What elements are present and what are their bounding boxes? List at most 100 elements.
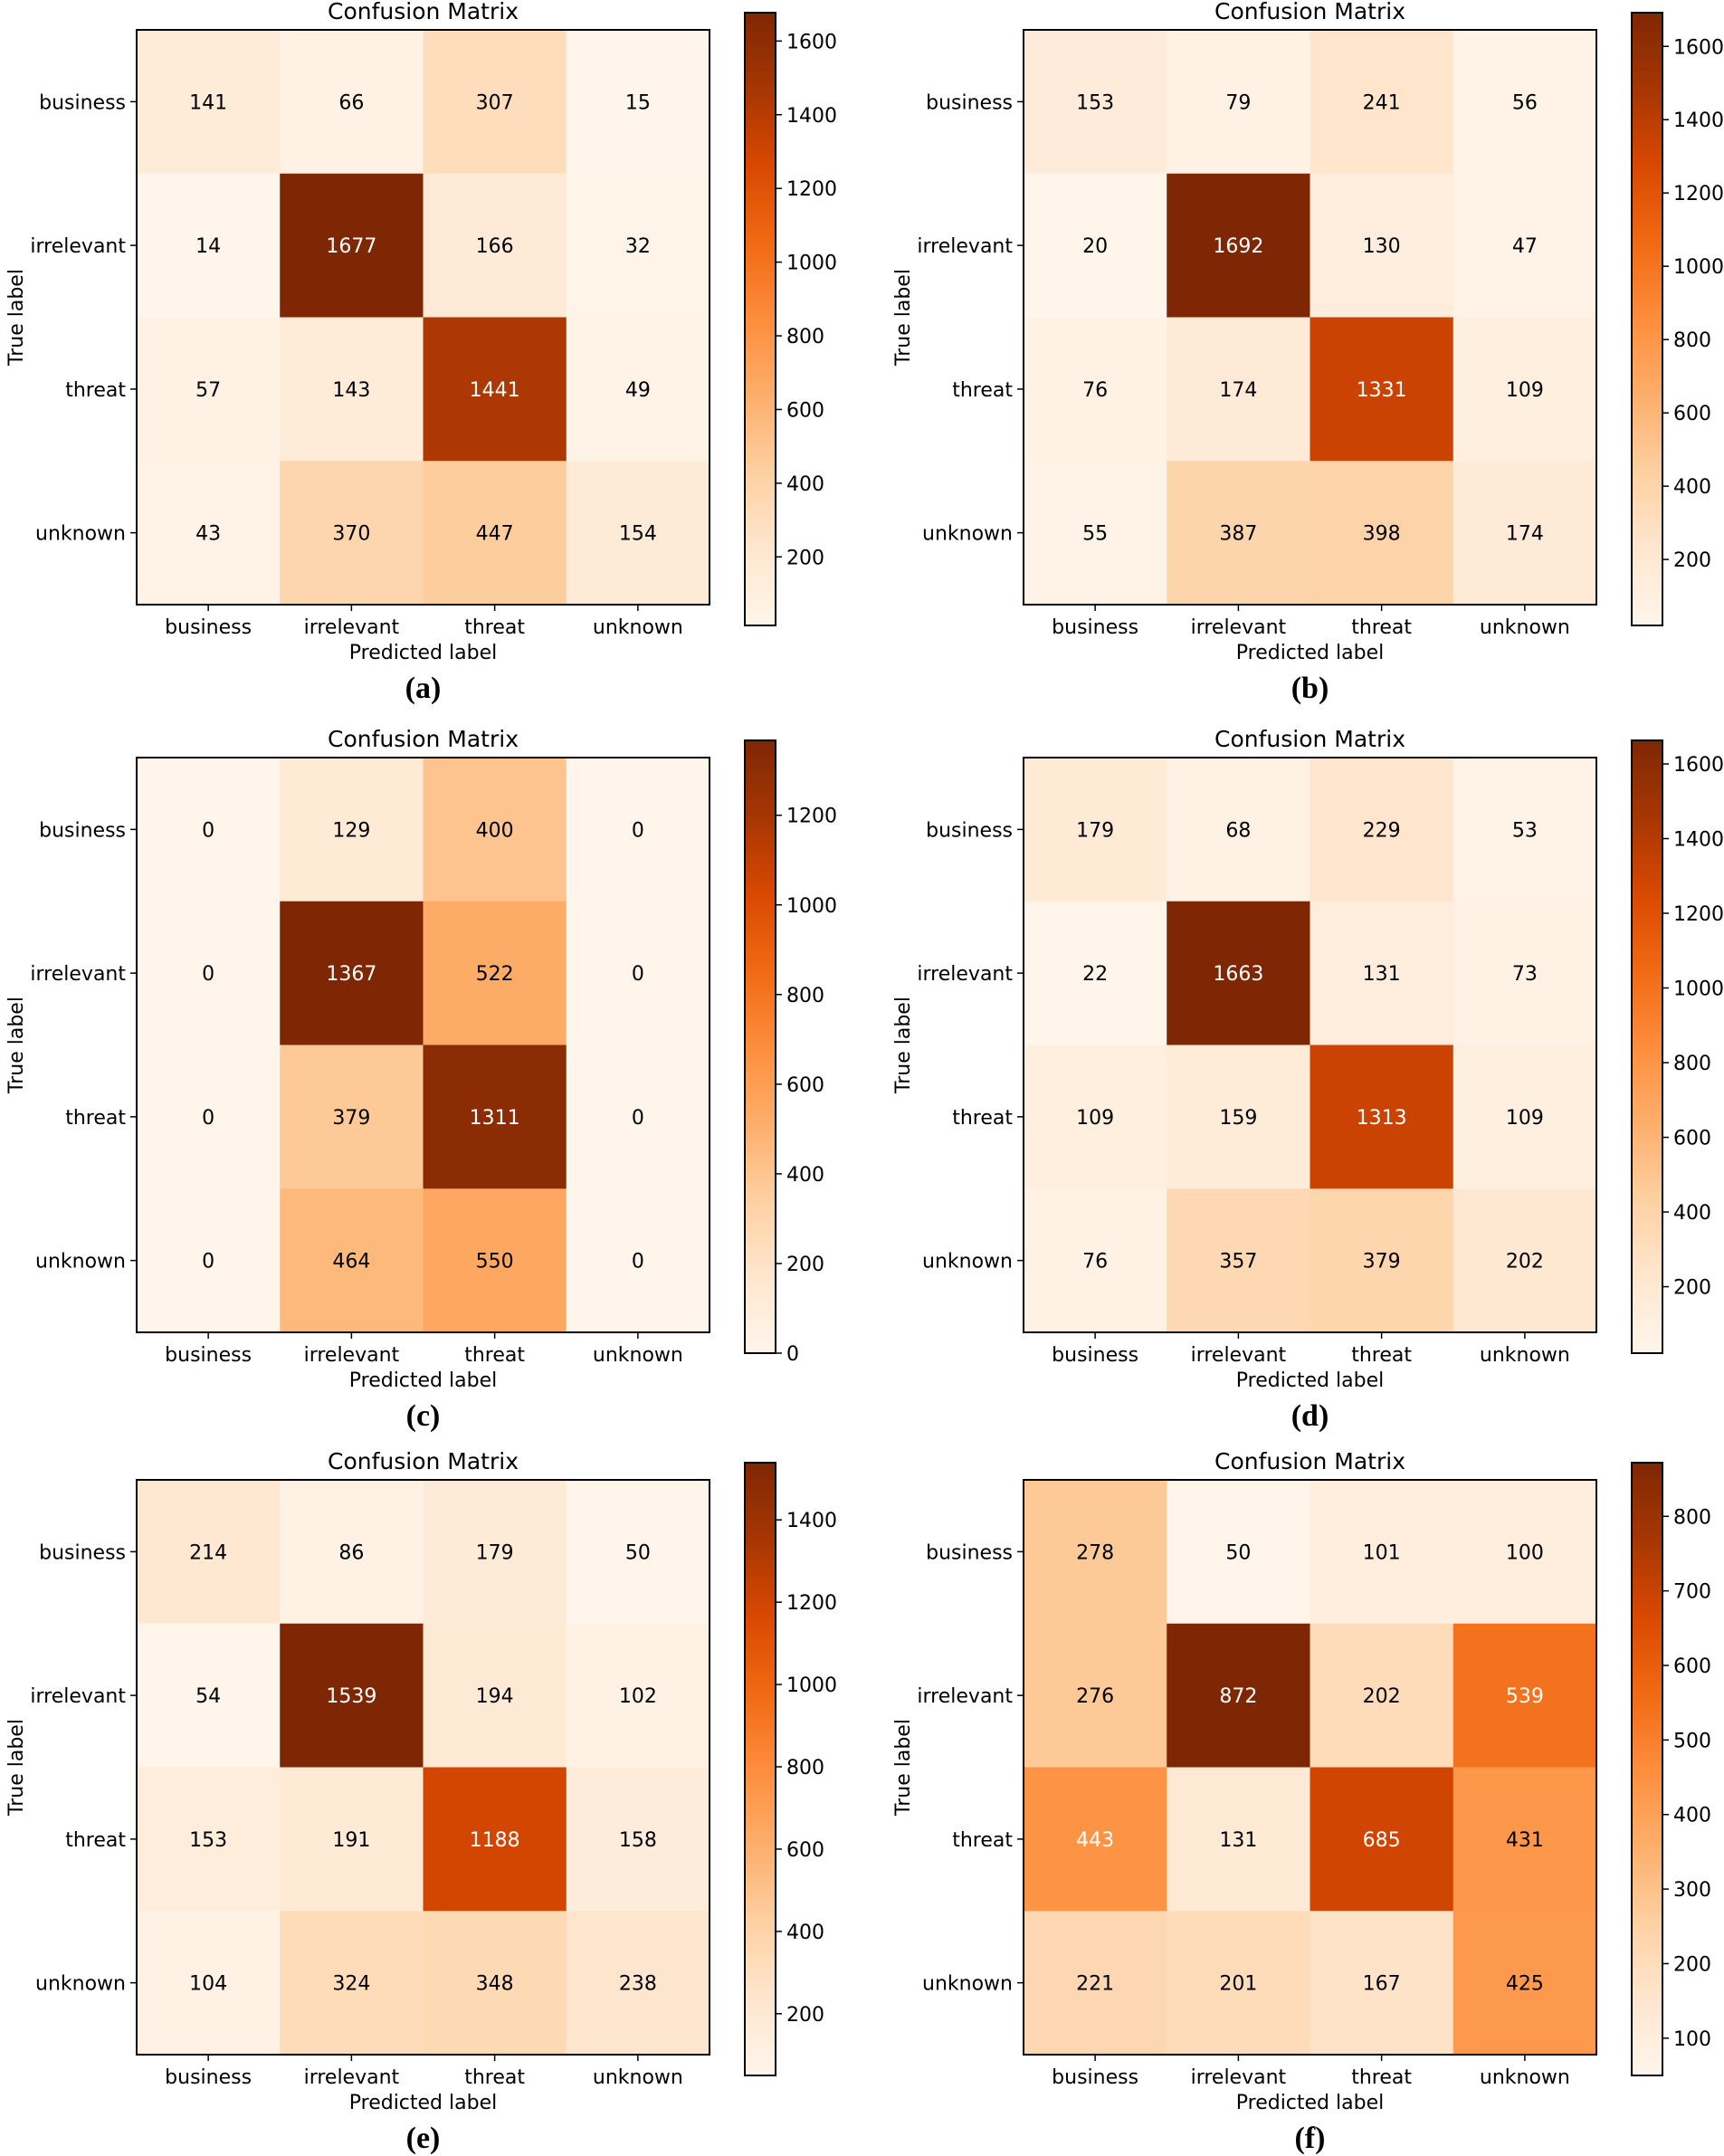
matrix-cell [137,1623,281,1768]
matrix-cell [137,1045,281,1189]
colorbar-tick-label: 600 [1673,1128,1711,1150]
matrix-cell [1453,758,1597,902]
matrix-cell [1167,1188,1310,1333]
cell-value-label: 101 [1363,1541,1401,1564]
y-tick-label: business [39,819,126,842]
colorbar-tick-label: 600 [786,399,824,422]
plot-frame [1023,29,1597,606]
cell-value-label: 276 [1076,1685,1114,1708]
matrix-cell [1167,901,1310,1045]
matrix-cell [280,758,424,902]
y-axis-label: True label [892,269,915,367]
cell-value-label: 400 [476,819,514,842]
matrix-cell [1453,901,1597,1045]
y-tick-label: threat [65,1107,126,1130]
cell-value-label: 109 [1076,1107,1114,1130]
cell-value-label: 0 [202,819,214,842]
cell-value-label: 307 [476,91,514,114]
matrix-cell [423,1911,567,2056]
cell-value-label: 167 [1363,1973,1401,1996]
cell-value-label: 57 [195,379,221,402]
y-tick-label: threat [952,379,1013,402]
colorbar [744,1462,776,2076]
y-tick-label: business [926,1541,1013,1564]
matrix-cell [280,1480,424,1625]
matrix-cell [1453,30,1597,175]
colorbar-tick-label: 400 [786,1922,824,1944]
cell-value-label: 550 [476,1251,514,1274]
matrix-cell [1024,1045,1167,1189]
chart-title: Confusion Matrix [328,1448,519,1474]
matrix-cell [1453,1767,1597,1912]
confusion-matrix-panel: 141 66 307 15 14 1677 166 32 57 143 1441 49 43 370 447… [5,0,837,705]
cell-value-label: 241 [1363,91,1401,114]
matrix-cell [1167,1623,1310,1768]
y-axis-label: True label [5,269,28,367]
x-tick-label: threat [464,616,525,639]
y-tick-label: business [926,91,1013,114]
matrix-cell [1310,1480,1454,1625]
cell-value-label: 179 [476,1541,514,1564]
matrix-cell [1167,758,1310,902]
cell-value-label: 50 [1225,1541,1251,1564]
matrix-cell [423,901,567,1045]
colorbar-tick-label: 0 [786,1343,799,1366]
matrix-cell [137,30,281,175]
y-tick-label: threat [952,1107,1013,1130]
matrix-cell [423,173,567,318]
colorbar [1631,12,1663,626]
matrix-cell [1024,1911,1167,2056]
cell-value-label: 379 [332,1107,370,1130]
cell-value-label: 50 [625,1541,651,1564]
matrix-cell [137,1911,281,2056]
plot-frame [136,29,710,606]
cell-value-label: 100 [1506,1541,1544,1564]
colorbar-tick-label: 300 [1673,1879,1711,1902]
matrix-cell [1167,173,1310,318]
confusion-matrix-panel: 278 50 101 100 276 872 202 539 443 131 685 431 221 20… [892,1448,1711,2155]
matrix-cell [1453,1911,1597,2056]
cell-value-label: 1311 [470,1107,520,1130]
cell-value-label: 143 [332,379,370,402]
colorbar-tick-label: 400 [1673,1202,1711,1225]
cell-value-label: 447 [476,523,514,546]
y-tick-label: unknown [35,523,126,546]
cell-value-label: 1677 [326,235,376,258]
cell-value-label: 1663 [1213,963,1263,986]
matrix-cell [1310,1767,1454,1912]
chart-title: Confusion Matrix [328,726,519,752]
cell-value-label: 55 [1082,523,1108,546]
cell-value-label: 0 [632,819,644,842]
matrix-cell [1024,461,1167,606]
cell-value-label: 425 [1506,1973,1544,1996]
cell-value-label: 159 [1219,1107,1257,1130]
colorbar-tick-label: 1600 [1673,36,1724,59]
colorbar-tick-label: 600 [786,1074,824,1097]
cell-value-label: 238 [619,1973,657,1996]
matrix-cell [1453,1623,1597,1768]
y-tick-label: irrelevant [917,1685,1013,1708]
matrix-cell [1167,30,1310,175]
cell-value-label: 53 [1512,819,1538,842]
matrix-cell [566,1045,710,1189]
colorbar-tick-label: 800 [786,326,824,348]
matrix-cell [566,173,710,318]
matrix-cell [1167,1911,1310,2056]
matrix-cell [423,461,567,606]
cell-value-label: 202 [1363,1685,1401,1708]
x-tick-label: business [1052,1344,1138,1367]
confusion-matrix-panel: 179 68 229 53 22 1663 131 73 109 159 1313 109 76 357 3… [892,726,1724,1433]
cell-value-label: 348 [476,1973,514,1996]
matrix-cell [423,1480,567,1625]
colorbar-tick-label: 600 [786,1839,824,1862]
cell-value-label: 0 [632,1251,644,1274]
matrix-cell [280,30,424,175]
matrix-cell [280,901,424,1045]
matrix-cell [280,1767,424,1912]
cell-value-label: 1692 [1213,235,1263,258]
x-tick-label: irrelevant [304,2066,400,2089]
cell-value-label: 443 [1076,1829,1114,1852]
matrix-cell [280,461,424,606]
colorbar-tick-label: 200 [786,547,824,569]
colorbar-tick-label: 200 [786,2004,824,2027]
